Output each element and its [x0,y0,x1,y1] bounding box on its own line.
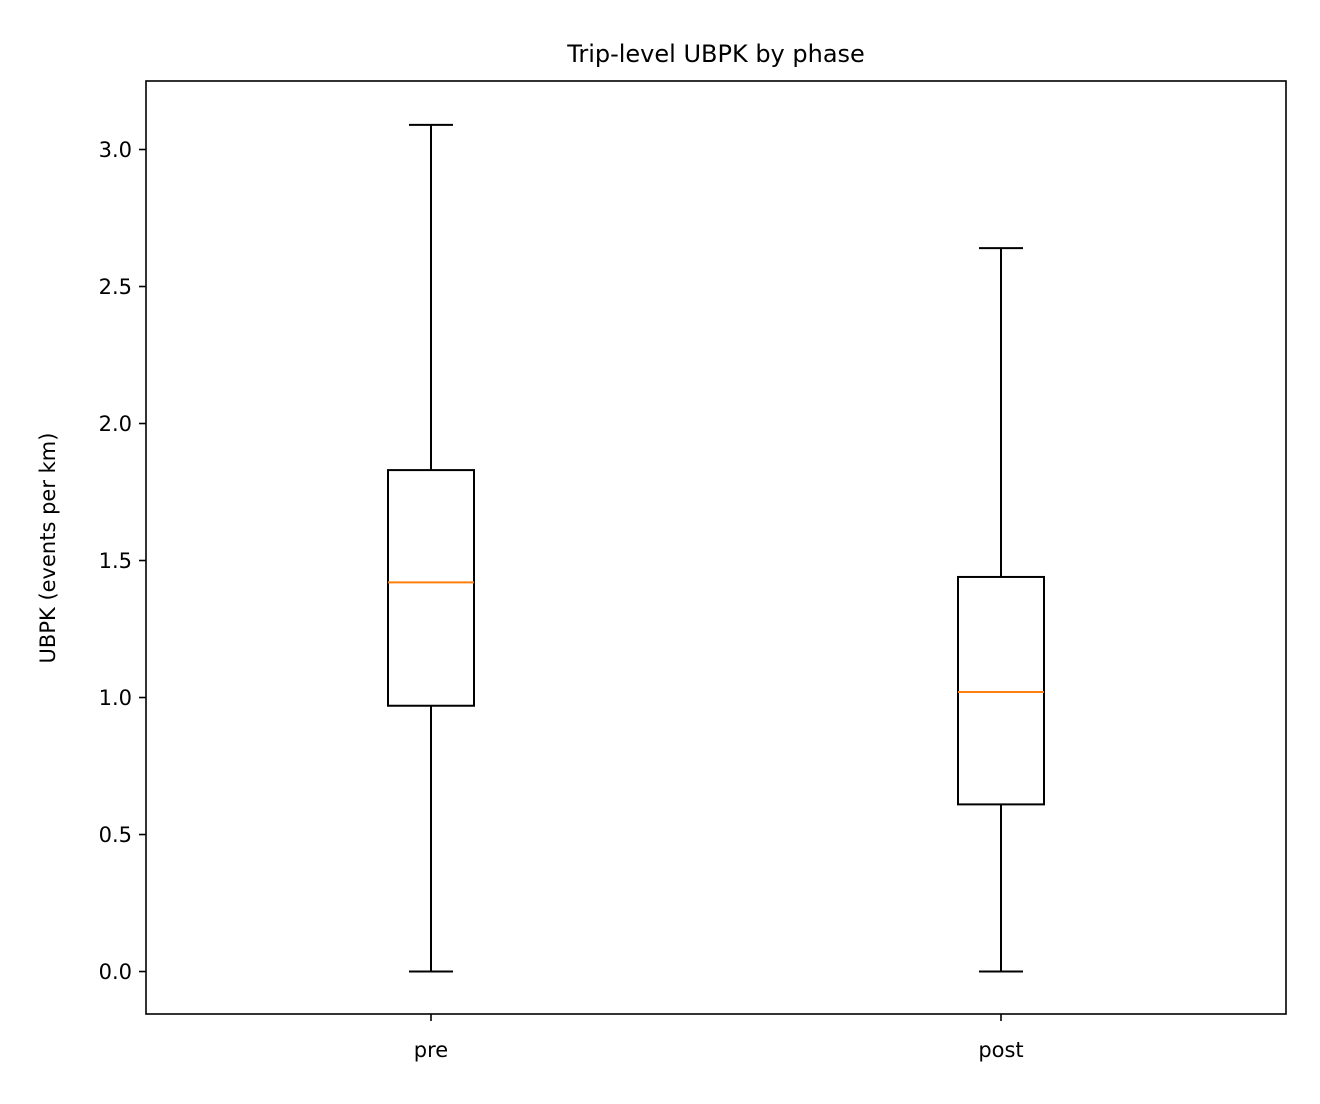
plot-area-frame [145,80,1287,1015]
chart-title: Trip-level UBPK by phase [566,40,865,68]
iqr-box [387,469,475,707]
y-tick-label: 3.0 [99,138,132,162]
x-axis-ticks: pre post [414,1014,1024,1062]
y-tick-label: 1.0 [99,686,132,710]
box-post [957,247,1045,973]
y-tick-label: 0.0 [99,960,132,984]
boxplot-boxes [387,123,1045,973]
x-tick-label: post [978,1038,1023,1062]
x-tick-label: pre [414,1038,448,1062]
y-axis-label: UBPK (events per km) [36,433,60,664]
y-tick-label: 2.0 [99,412,132,436]
y-tick-label: 0.5 [99,823,132,847]
y-tick-label: 1.5 [99,549,132,573]
y-axis-ticks: 0.0 0.5 1.0 1.5 2.0 2.5 3.0 [99,138,146,984]
iqr-box [957,575,1045,806]
y-tick-label: 2.5 [99,275,132,299]
box-pre [387,123,475,973]
